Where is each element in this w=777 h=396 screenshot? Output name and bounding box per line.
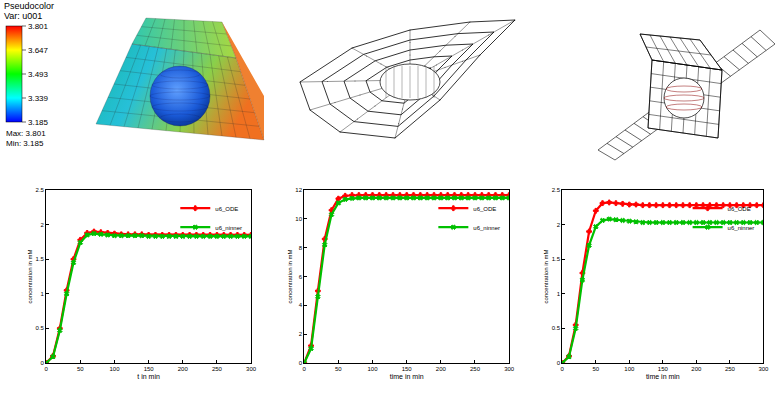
- svg-text:2: 2: [41, 222, 45, 228]
- svg-text:Var: u001: Var: u001: [4, 11, 42, 21]
- svg-text:50: 50: [335, 366, 342, 372]
- svg-text:100: 100: [368, 366, 379, 372]
- svg-text:8: 8: [299, 245, 303, 251]
- svg-text:2.5: 2.5: [36, 187, 45, 193]
- svg-text:concentration in mM: concentration in mM: [27, 249, 33, 303]
- svg-text:u6_ninner: u6_ninner: [728, 225, 755, 231]
- svg-text:t in min: t in min: [137, 373, 160, 380]
- svg-text:2.5: 2.5: [552, 187, 561, 193]
- svg-text:250: 250: [470, 366, 481, 372]
- svg-text:100: 100: [624, 366, 635, 372]
- svg-text:0: 0: [41, 360, 45, 366]
- svg-text:Max: 3.801: Max: 3.801: [6, 129, 46, 138]
- svg-text:0: 0: [557, 360, 561, 366]
- svg-text:100: 100: [109, 366, 120, 372]
- svg-text:3.801: 3.801: [28, 22, 49, 31]
- svg-text:u6_ODE: u6_ODE: [215, 206, 238, 212]
- svg-text:u6_ODE: u6_ODE: [473, 206, 496, 212]
- svg-text:250: 250: [725, 366, 736, 372]
- svg-text:time in min: time in min: [646, 373, 680, 380]
- svg-text:1: 1: [557, 291, 561, 297]
- svg-text:6: 6: [299, 274, 303, 280]
- svg-text:4: 4: [299, 302, 303, 308]
- svg-text:1: 1: [41, 291, 45, 297]
- svg-text:Pseudocolor: Pseudocolor: [4, 1, 54, 11]
- svg-text:150: 150: [658, 366, 669, 372]
- svg-text:time in min: time in min: [390, 373, 424, 380]
- svg-text:150: 150: [402, 366, 413, 372]
- svg-text:0: 0: [561, 366, 565, 372]
- svg-text:0: 0: [303, 366, 307, 372]
- svg-text:Min: 3.185: Min: 3.185: [6, 139, 44, 148]
- svg-text:300: 300: [758, 366, 769, 372]
- svg-text:3.647: 3.647: [28, 46, 49, 55]
- svg-text:3.493: 3.493: [28, 70, 49, 79]
- svg-text:200: 200: [691, 366, 702, 372]
- svg-text:50: 50: [592, 366, 599, 372]
- svg-text:0.5: 0.5: [552, 325, 561, 331]
- svg-text:concentration in mM: concentration in mM: [287, 249, 293, 303]
- svg-text:0: 0: [299, 360, 303, 366]
- svg-text:concentration in mM: concentration in mM: [543, 249, 549, 303]
- svg-text:u6_ninner: u6_ninner: [215, 225, 242, 231]
- svg-text:0.5: 0.5: [36, 325, 45, 331]
- svg-text:2: 2: [299, 331, 303, 337]
- svg-text:u6_ninner: u6_ninner: [473, 225, 500, 231]
- svg-text:3.185: 3.185: [28, 118, 49, 127]
- svg-text:1.5: 1.5: [36, 256, 45, 262]
- svg-text:3.339: 3.339: [28, 94, 49, 103]
- svg-text:12: 12: [295, 187, 302, 193]
- svg-text:250: 250: [212, 366, 223, 372]
- svg-text:50: 50: [77, 366, 84, 372]
- svg-text:200: 200: [178, 366, 189, 372]
- svg-text:300: 300: [504, 366, 515, 372]
- svg-text:0: 0: [44, 366, 48, 372]
- svg-text:10: 10: [295, 216, 302, 222]
- svg-text:150: 150: [144, 366, 155, 372]
- svg-text:2: 2: [557, 222, 561, 228]
- svg-text:300: 300: [246, 366, 257, 372]
- svg-text:200: 200: [436, 366, 447, 372]
- svg-text:u6_ODE: u6_ODE: [728, 206, 751, 212]
- svg-text:1.5: 1.5: [552, 256, 561, 262]
